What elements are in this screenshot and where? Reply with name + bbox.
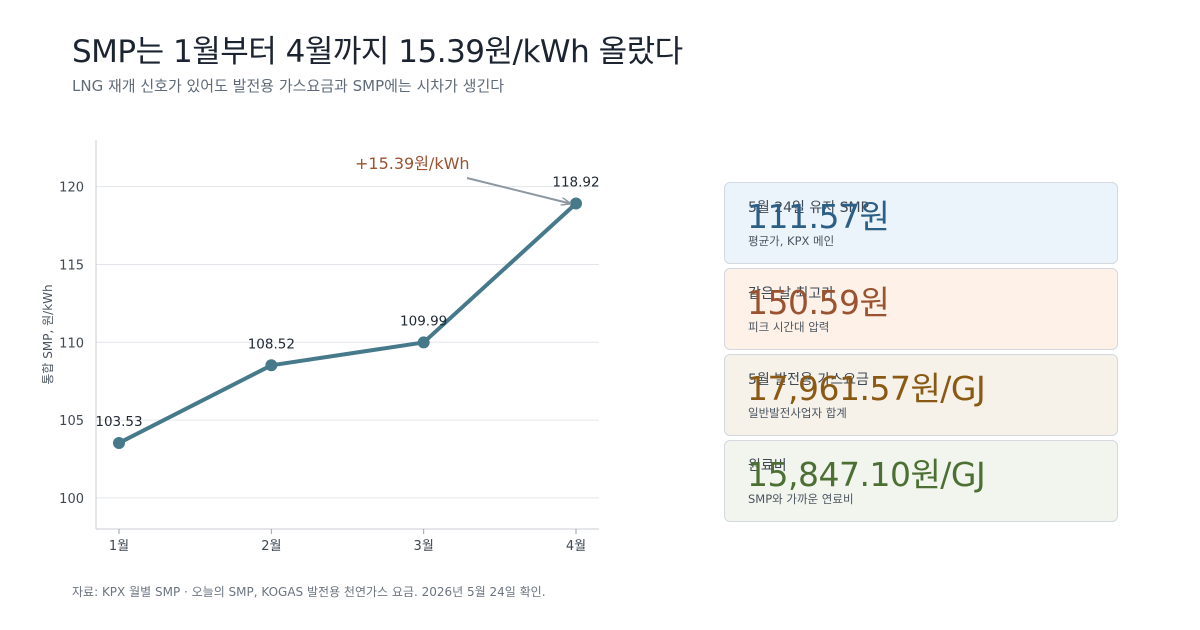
x-tick-label: 2월 xyxy=(261,539,281,554)
stat-card-label: 같은 날 최고가 xyxy=(748,286,835,302)
chart-labels: 103.53 108.52 109.99 118.92 +15.39원/kWh xyxy=(95,154,599,430)
stat-card-note: SMP와 가까운 연료비 xyxy=(748,492,854,506)
annotation-arrow xyxy=(466,177,570,203)
y-axis-label: 통합 SMP, 원/kWh xyxy=(41,284,55,384)
stat-card: 같은 날 최고가 150.59원 피크 시간대 압력 xyxy=(724,268,1118,350)
y-tick-label: 115 xyxy=(59,258,84,273)
stat-card-value: 17,961.57원/GJ xyxy=(747,369,986,408)
stat-card-label: 5월 발전용 가스요금 xyxy=(748,372,869,388)
stat-card-value: 15,847.10원/GJ xyxy=(747,455,986,494)
stat-card-label: 원료비 xyxy=(748,458,787,474)
stat-card-label: 5월 24일 유지 SMP xyxy=(748,200,870,216)
data-label: 109.99 xyxy=(400,313,447,329)
data-label: 118.92 xyxy=(552,174,599,190)
y-tick-label: 105 xyxy=(59,414,84,429)
stat-card: 5월 24일 유지 SMP 111.57원 평균가, KPX 메인 xyxy=(724,182,1118,264)
data-point xyxy=(265,359,278,372)
stat-card-value: 150.59원 xyxy=(747,283,890,322)
data-point xyxy=(570,197,582,210)
y-tick-label: 120 xyxy=(59,181,84,196)
y-tick-label: 110 xyxy=(59,336,84,351)
x-tick-label: 4월 xyxy=(566,539,586,554)
data-point xyxy=(417,336,430,349)
x-tick-label: 1월 xyxy=(109,539,129,554)
smp-line-chart: 100 105 110 115 120 1월 2월 3월 4월 통합 SMP, 원/kWh 103… xyxy=(41,140,600,554)
data-label: 108.52 xyxy=(248,336,295,352)
stat-card-note: 피크 시간대 압력 xyxy=(748,320,830,334)
data-point xyxy=(113,436,125,449)
data-label: 103.53 xyxy=(95,414,142,430)
source-note: 자료: KPX 월별 SMP · 오늘의 SMP, KOGAS 발전용 천연가스… xyxy=(72,585,546,599)
stat-card-note: 일반발전사업자 합계 xyxy=(748,406,847,420)
page-subtitle: LNG 재개 신호가 있어도 발전용 가스요금과 SMP에는 시차가 생긴다 xyxy=(72,77,505,95)
chart-gridlines xyxy=(96,186,599,499)
annotation-label: +15.39원/kWh xyxy=(355,154,470,173)
series-line xyxy=(117,201,578,445)
chart-axes: 100 105 110 115 120 1월 2월 3월 4월 통합 SMP, 원/kWh xyxy=(41,140,599,554)
x-tick-label: 3월 xyxy=(414,539,434,554)
chart-series xyxy=(113,197,582,449)
stat-cards: 5월 24일 유지 SMP 111.57원 평균가, KPX 메인 같은 날 최… xyxy=(724,182,1118,526)
stat-card: 원료비 15,847.10원/GJ SMP와 가까운 연료비 xyxy=(724,440,1118,522)
y-tick-label: 100 xyxy=(59,492,84,507)
stat-card: 5월 발전용 가스요금 17,961.57원/GJ 일반발전사업자 합계 xyxy=(724,354,1118,436)
stat-card-note: 평균가, KPX 메인 xyxy=(748,234,835,248)
page-title: SMP는 1월부터 4월까지 15.39원/kWh 올랐다 xyxy=(72,34,683,70)
stat-card-value: 111.57원 xyxy=(747,197,890,236)
